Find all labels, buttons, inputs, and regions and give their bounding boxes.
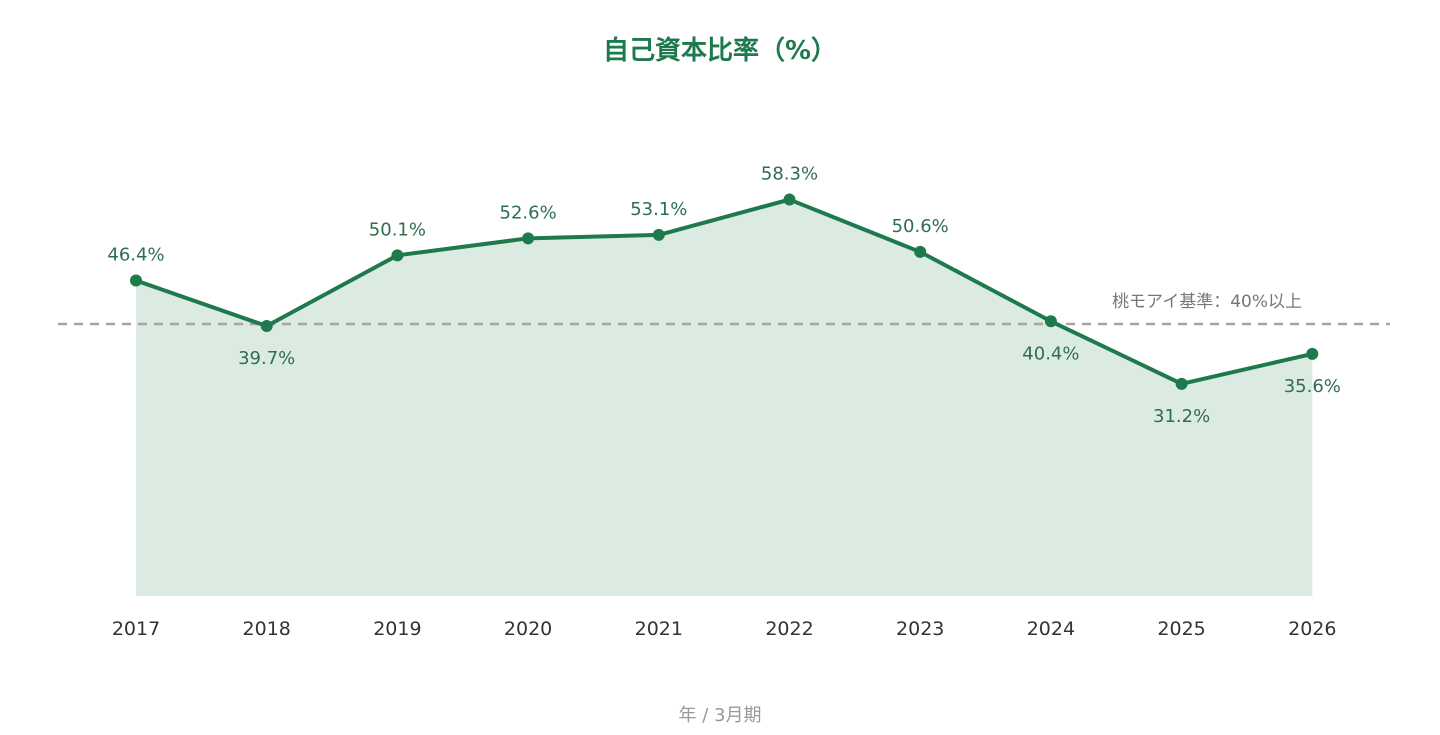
area-fill <box>136 199 1313 596</box>
chart-title: 自己資本比率（%） <box>602 36 838 66</box>
series-line-layer <box>134 197 1315 386</box>
x-tick-2021: 2021 <box>635 618 683 640</box>
data-point-2026 <box>1306 347 1319 360</box>
reference-line-label: 桃モアイ基準：40%以上 <box>1112 292 1302 312</box>
data-point-2022 <box>783 193 796 206</box>
data-point-2019 <box>391 249 404 262</box>
data-points-layer <box>130 193 1319 390</box>
data-label-2022: 58.3% <box>761 164 818 185</box>
x-tick-2018: 2018 <box>243 618 291 640</box>
x-tick-labels-layer: 2017 2018 2019 2020 2021 2022 2023 2024 2025 2026 <box>112 618 1337 640</box>
data-label-2026: 35.6% <box>1284 376 1341 397</box>
data-label-2021: 53.1% <box>630 199 687 220</box>
data-point-2021 <box>652 228 665 241</box>
series-line <box>134 197 1315 386</box>
x-tick-2024: 2024 <box>1027 618 1075 640</box>
x-tick-2023: 2023 <box>896 618 944 640</box>
data-label-2023: 50.6% <box>892 216 949 237</box>
x-tick-2017: 2017 <box>112 618 160 640</box>
data-label-2025: 31.2% <box>1153 406 1210 427</box>
data-labels-layer: 46.4% 39.7% 50.1% 52.6% 53.1% 58.3% 50.6% 40.4%… <box>107 164 1340 427</box>
data-label-2020: 52.6% <box>500 202 557 223</box>
reference-line-layer: 桃モアイ基準：40%以上 <box>58 292 1390 326</box>
x-tick-2025: 2025 <box>1157 618 1205 640</box>
data-point-2017 <box>130 274 142 287</box>
data-point-2025 <box>1175 377 1188 390</box>
data-point-2020 <box>522 232 535 245</box>
data-label-2018: 39.7% <box>238 348 295 369</box>
x-tick-2022: 2022 <box>765 618 813 640</box>
data-label-2019: 50.1% <box>369 219 426 240</box>
area-fill-layer <box>136 199 1313 596</box>
data-label-2024: 40.4% <box>1022 343 1079 364</box>
x-axis-label: 年 / 3月期 <box>678 705 762 726</box>
data-label-2017: 46.4% <box>107 244 164 265</box>
x-tick-2019: 2019 <box>373 618 421 640</box>
x-tick-2026: 2026 <box>1288 618 1336 640</box>
x-tick-2020: 2020 <box>504 618 552 640</box>
data-point-2018 <box>260 320 273 333</box>
data-point-2023 <box>914 245 927 258</box>
data-point-2024 <box>1044 315 1057 328</box>
